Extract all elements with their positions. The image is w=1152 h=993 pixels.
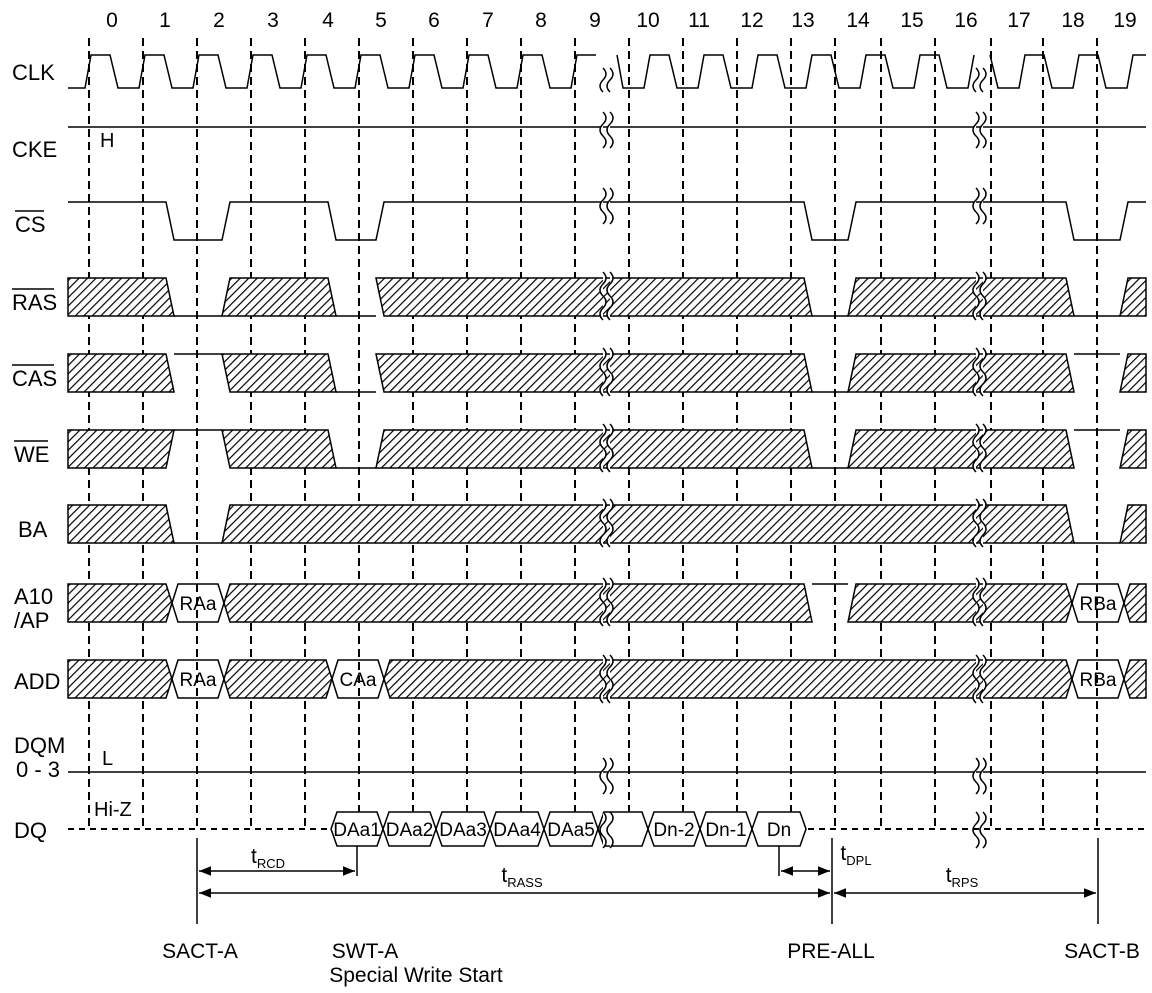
dq-data-label: Dn-2 [653,820,694,841]
dq-data-label: DAa3 [439,820,487,841]
signal-label-cas: CAS [12,366,57,391]
cycle-number-13: 13 [791,9,814,32]
cycle-number-14: 14 [846,9,870,32]
dq-data-label: DAa5 [547,820,595,841]
cycle-number-10: 10 [636,9,659,32]
dq-waveform: DAa1 DAa2 DAa3 DAa4 DAa5 Dn-2 Dn-1 Dn [68,812,1146,848]
dq-data-label: DAa1 [333,820,381,841]
cycle-number-18: 18 [1061,9,1084,32]
signal-label-add: ADD [14,669,60,694]
dq-data-label: DAa2 [386,820,434,841]
signal-label-ras: RAS [12,290,57,315]
signal-label-dqm: DQM [14,733,65,758]
signal-label-ap: /AP [14,608,49,633]
signal-label-dqm-range: 0 - 3 [16,757,60,782]
cycle-number-11: 11 [688,9,710,32]
cycle-number-6: 6 [428,9,440,32]
signal-labels: CLK CKE CS RAS CAS WE BA A10 /AP ADD DQM… [12,60,65,843]
dq-data-label: Dn [767,820,791,841]
cycle-number-1: 1 [159,9,171,32]
cs-break-mark [600,188,986,224]
dq-data-label: DAa4 [493,820,541,841]
cycle-number-17: 17 [1007,9,1030,32]
cycle-number-2: 2 [213,9,225,32]
dqm-break-mark [600,758,986,794]
add-label-raa: RAa [180,670,217,691]
cycle-number-row: 0 1 2 3 4 5 6 7 8 9 10 11 12 13 14 15 16 17 18 19 [106,9,1137,32]
signal-label-cke: CKE [12,137,57,162]
cycle-number-12: 12 [740,9,763,32]
signal-label-we: WE [14,442,49,467]
command-pre-all: PRE-ALL [787,940,875,963]
cycle-number-16: 16 [954,9,977,32]
cycle-number-8: 8 [535,9,547,32]
cycle-number-3: 3 [267,9,279,32]
a10-label-raa: RAa [180,594,217,615]
signal-label-cs: CS [15,212,46,237]
cke-break-mark [600,112,986,148]
signal-label-ba: BA [18,517,48,542]
add-label-rba: RBa [1080,670,1117,691]
add-label-caa: CAa [340,670,377,691]
command-swt-a-description: Special Write Start [329,964,503,987]
trps-label: tRPS [946,864,979,890]
trass-label: tRASS [501,864,543,890]
signal-label-dq: DQ [14,818,47,843]
cycle-number-5: 5 [375,9,387,32]
command-sact-a: SACT-A [162,940,238,963]
signal-label-a10: A10 [14,584,53,609]
tdpl-label: tDPL [840,842,871,868]
dqm-level-label: L [102,748,113,770]
dq-hiz-label: Hi-Z [94,799,132,821]
command-sact-b: SACT-B [1064,940,1140,963]
command-swt-a: SWT-A [332,940,399,963]
a10-label-rba: RBa [1080,594,1117,615]
cycle-number-19: 19 [1113,9,1136,32]
trcd-label: tRCD [251,845,285,871]
signal-label-clk: CLK [12,60,55,85]
cycle-number-0: 0 [106,9,118,32]
cycle-number-4: 4 [322,9,334,32]
cycle-number-7: 7 [482,9,494,32]
cycle-number-9: 9 [589,9,601,32]
cke-level-label: H [100,130,114,152]
dq-data-label: Dn-1 [705,820,746,841]
cycle-number-15: 15 [900,9,923,32]
